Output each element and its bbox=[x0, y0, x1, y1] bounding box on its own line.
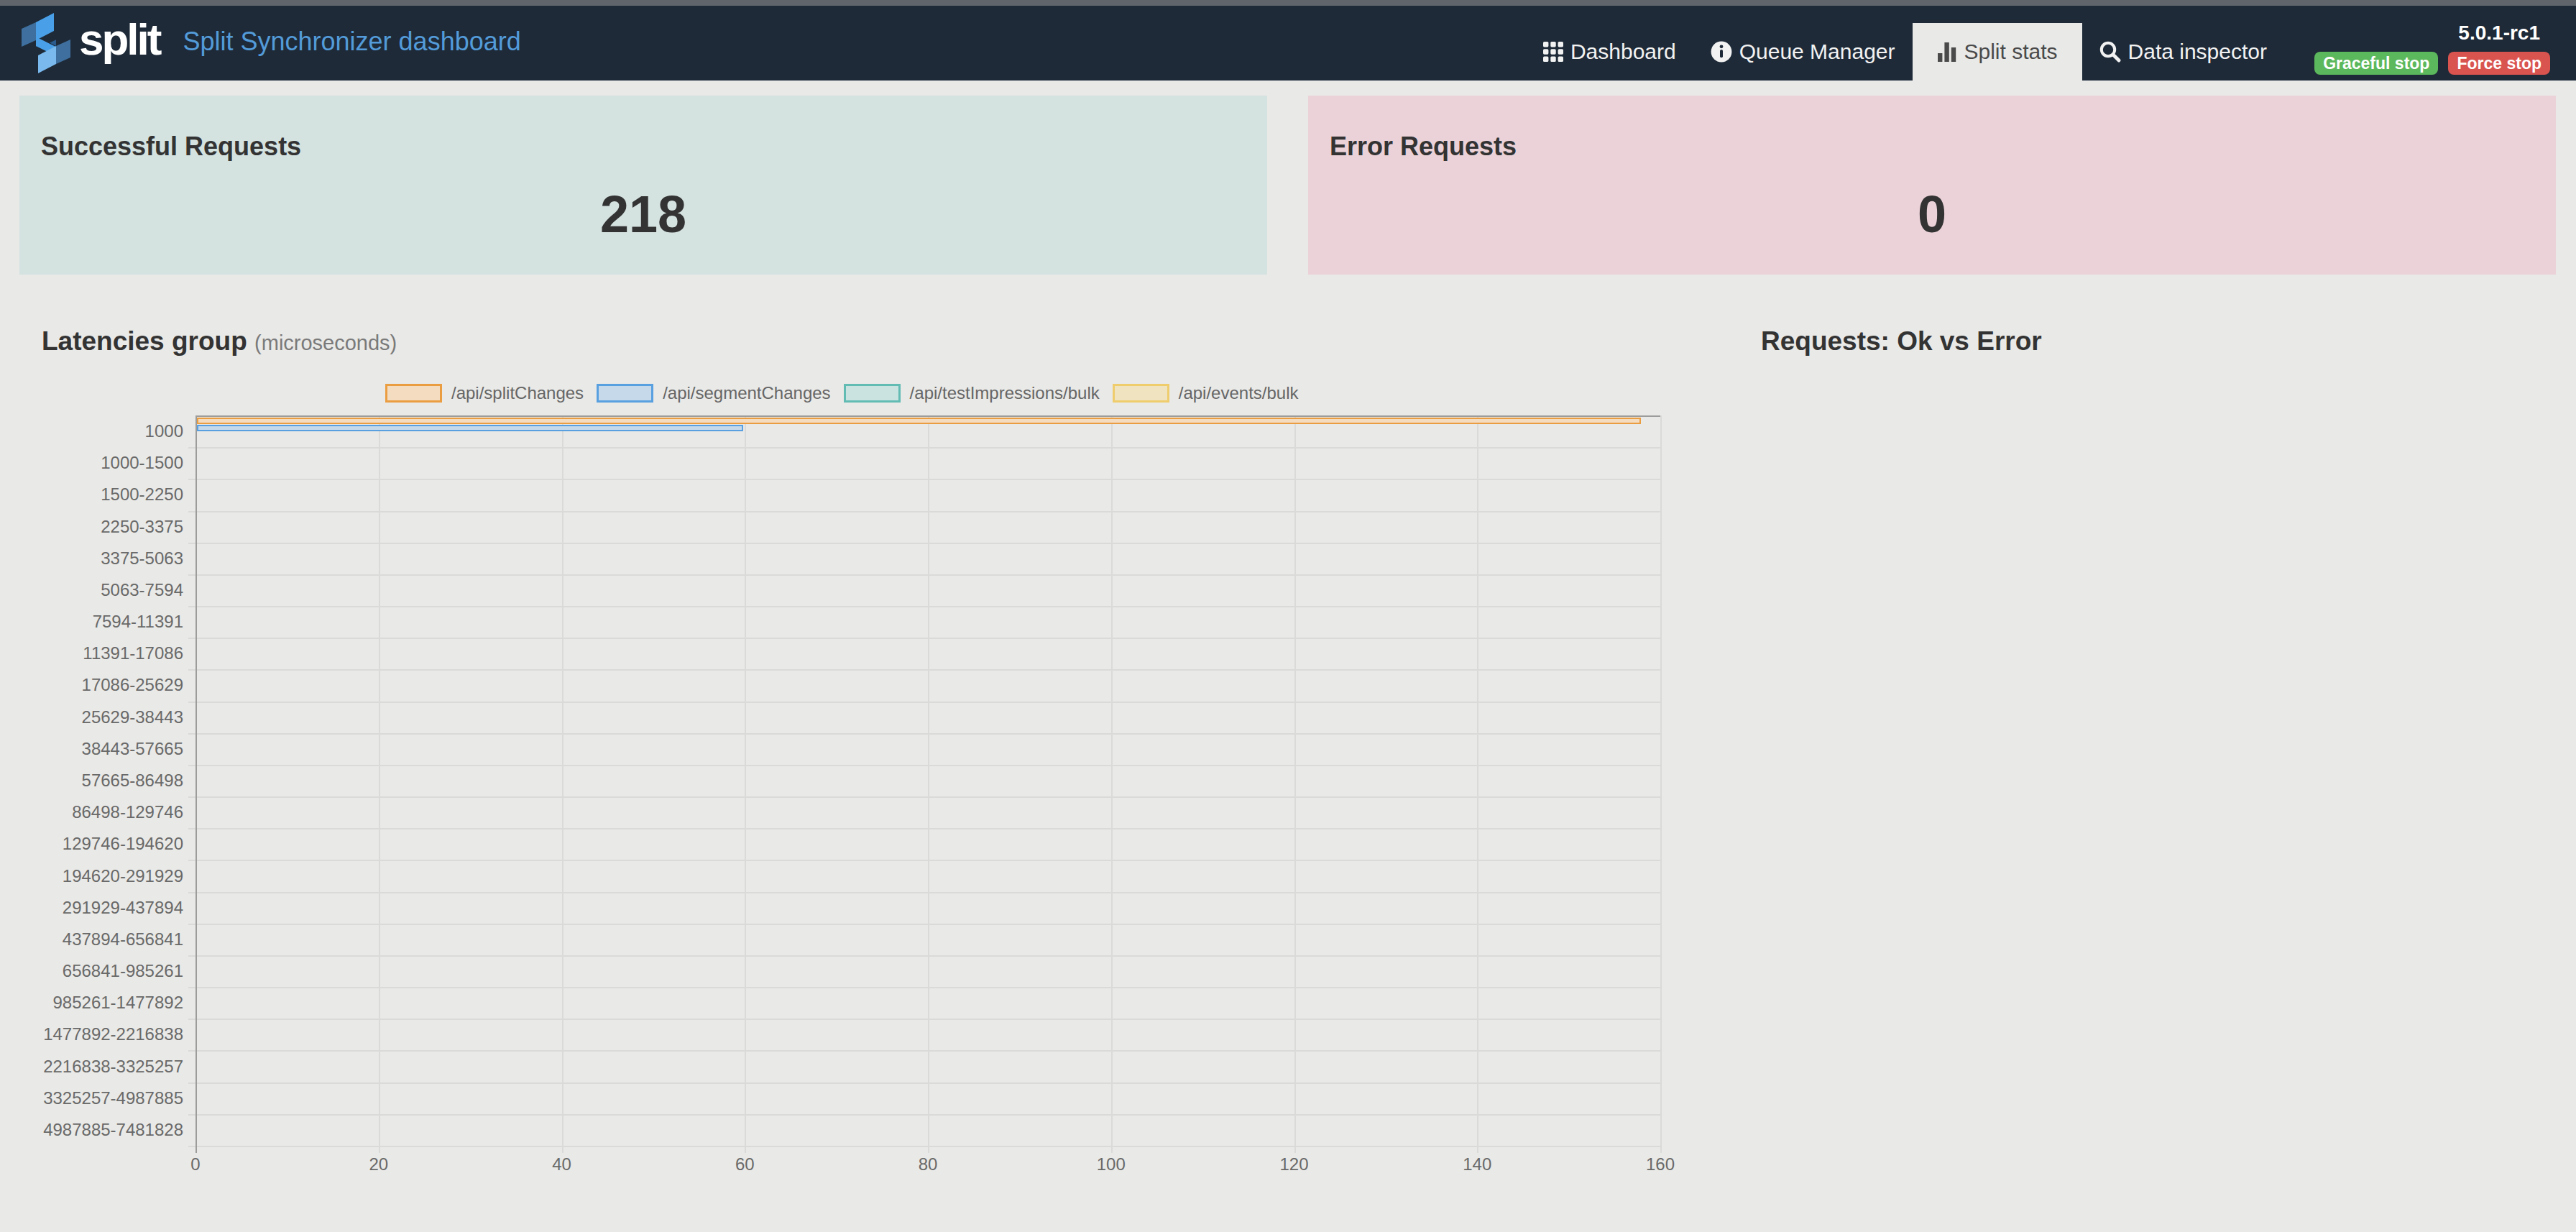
x-axis-label: 20 bbox=[336, 1155, 422, 1174]
y-axis-label: 86498-129746 bbox=[9, 803, 183, 822]
h-gridline bbox=[188, 638, 1660, 639]
h-gridline bbox=[188, 574, 1660, 576]
chart-legend: /api/splitChanges/api/segmentChanges/api… bbox=[385, 383, 1299, 403]
legend-item-/api/splitChanges[interactable]: /api/splitChanges bbox=[385, 383, 584, 403]
y-axis-label: 4987885-7481828 bbox=[9, 1121, 183, 1139]
h-gridline bbox=[188, 702, 1660, 703]
h-gridline bbox=[188, 924, 1660, 925]
h-gridline bbox=[188, 796, 1660, 798]
h-gridline bbox=[188, 1146, 1660, 1147]
h-gridline bbox=[188, 447, 1660, 449]
x-axis-label: 40 bbox=[519, 1155, 605, 1174]
y-axis-label: 1000 bbox=[9, 422, 183, 441]
h-gridline bbox=[188, 955, 1660, 957]
bar-/api/segmentChanges bbox=[197, 425, 743, 431]
h-gridline bbox=[188, 606, 1660, 607]
legend-label: /api/testImpressions/bulk bbox=[910, 383, 1100, 403]
h-gridline bbox=[188, 765, 1660, 766]
legend-swatch bbox=[1113, 384, 1169, 403]
y-axis-label: 1000-1500 bbox=[9, 454, 183, 472]
h-gridline bbox=[188, 828, 1660, 829]
h-gridline bbox=[188, 669, 1660, 671]
h-gridline bbox=[188, 1114, 1660, 1116]
x-axis-label: 80 bbox=[885, 1155, 971, 1174]
y-axis-label: 437894-656841 bbox=[9, 930, 183, 949]
v-gridline bbox=[1660, 415, 1662, 1153]
y-axis-label: 194620-291929 bbox=[9, 867, 183, 886]
y-axis-label: 5063-7594 bbox=[9, 581, 183, 599]
y-axis-label: 38443-57665 bbox=[9, 740, 183, 758]
x-axis-label: 160 bbox=[1617, 1155, 1703, 1174]
legend-item-/api/events/bulk[interactable]: /api/events/bulk bbox=[1113, 383, 1299, 403]
h-gridline bbox=[188, 860, 1660, 861]
h-gridline bbox=[188, 511, 1660, 512]
v-gridline bbox=[928, 415, 929, 1153]
legend-swatch bbox=[597, 384, 653, 403]
legend-swatch bbox=[844, 384, 901, 403]
y-axis-line bbox=[196, 415, 197, 1153]
h-gridline bbox=[188, 1019, 1660, 1020]
y-axis-label: 2250-3375 bbox=[9, 518, 183, 536]
x-axis-label: 60 bbox=[702, 1155, 788, 1174]
x-axis-label: 0 bbox=[152, 1155, 239, 1174]
latencies-bar-chart: /api/splitChanges/api/segmentChanges/api… bbox=[0, 0, 2576, 1232]
chart-top-border bbox=[196, 415, 1660, 417]
y-axis-label: 985261-1477892 bbox=[9, 993, 183, 1012]
x-axis-label: 120 bbox=[1251, 1155, 1338, 1174]
y-axis-label: 129746-194620 bbox=[9, 835, 183, 853]
y-axis-label: 3325257-4987885 bbox=[9, 1089, 183, 1108]
legend-item-/api/testImpressions/bulk[interactable]: /api/testImpressions/bulk bbox=[844, 383, 1100, 403]
legend-swatch bbox=[385, 384, 442, 403]
h-gridline bbox=[188, 479, 1660, 480]
y-axis-label: 2216838-3325257 bbox=[9, 1057, 183, 1076]
y-axis-label: 25629-38443 bbox=[9, 708, 183, 727]
v-gridline bbox=[1477, 415, 1478, 1153]
y-axis-label: 7594-11391 bbox=[9, 612, 183, 631]
legend-label: /api/splitChanges bbox=[451, 383, 584, 403]
y-axis-label: 1477892-2216838 bbox=[9, 1025, 183, 1044]
h-gridline bbox=[188, 892, 1660, 893]
legend-item-/api/segmentChanges[interactable]: /api/segmentChanges bbox=[597, 383, 830, 403]
h-gridline bbox=[188, 987, 1660, 988]
v-gridline bbox=[379, 415, 380, 1153]
y-axis-label: 656841-985261 bbox=[9, 962, 183, 980]
legend-label: /api/events/bulk bbox=[1179, 383, 1299, 403]
x-axis-label: 100 bbox=[1068, 1155, 1154, 1174]
h-gridline bbox=[188, 733, 1660, 735]
bar-/api/splitChanges bbox=[197, 418, 1641, 424]
v-gridline bbox=[1111, 415, 1113, 1153]
y-axis-label: 11391-17086 bbox=[9, 644, 183, 663]
v-gridline bbox=[562, 415, 564, 1153]
y-axis-label: 17086-25629 bbox=[9, 676, 183, 694]
h-gridline bbox=[188, 543, 1660, 544]
y-axis-label: 3375-5063 bbox=[9, 549, 183, 568]
y-axis-label: 1500-2250 bbox=[9, 485, 183, 504]
h-gridline bbox=[188, 1050, 1660, 1052]
v-gridline bbox=[745, 415, 746, 1153]
y-axis-label: 291929-437894 bbox=[9, 898, 183, 917]
h-gridline bbox=[188, 1082, 1660, 1084]
x-axis-label: 140 bbox=[1434, 1155, 1520, 1174]
legend-label: /api/segmentChanges bbox=[663, 383, 830, 403]
v-gridline bbox=[1294, 415, 1296, 1153]
y-axis-label: 57665-86498 bbox=[9, 771, 183, 790]
